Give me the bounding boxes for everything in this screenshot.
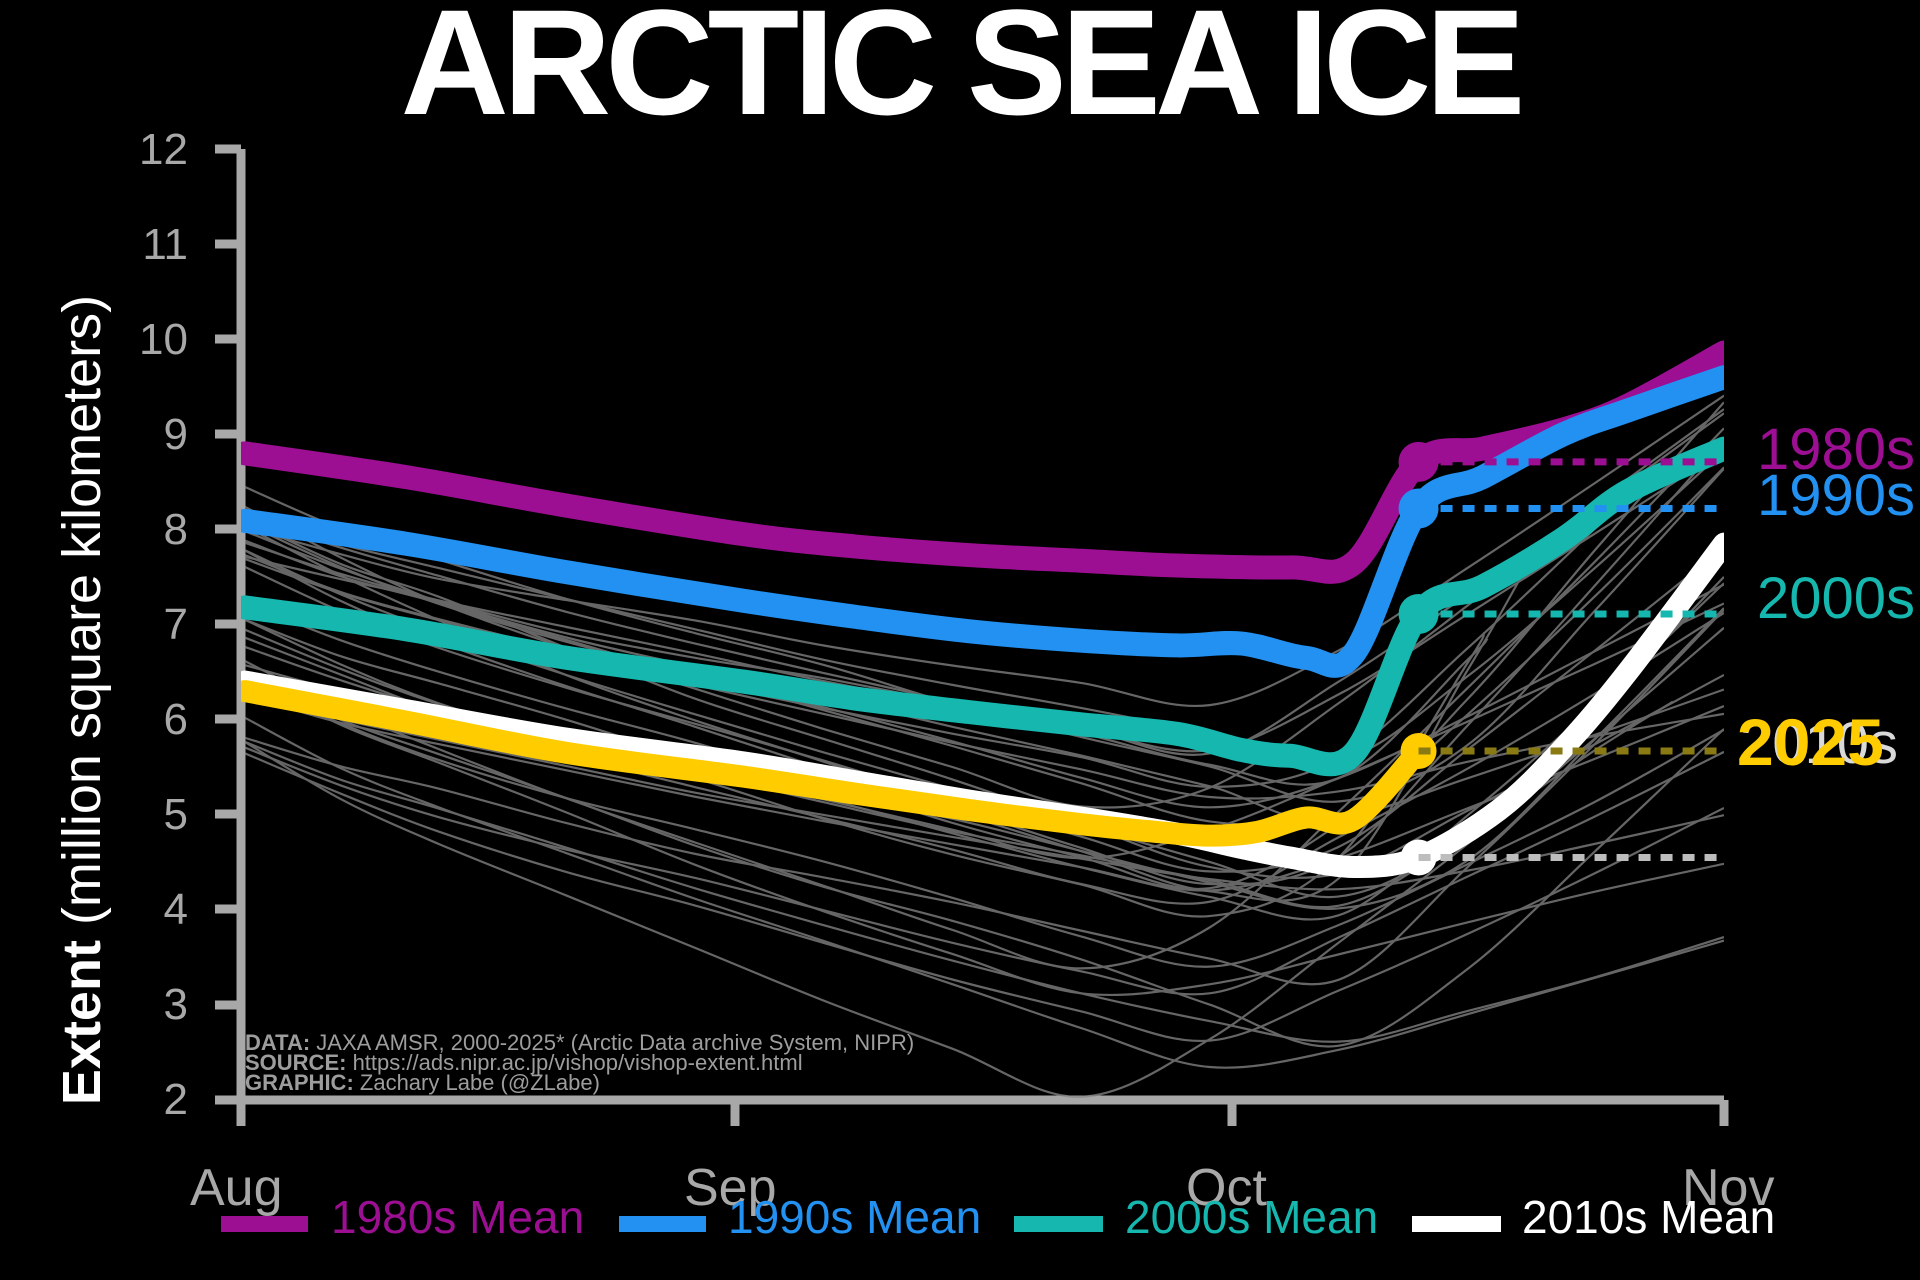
- svg-text:Extent (million square kilomet: Extent (million square kilometers): [52, 295, 112, 1105]
- svg-text:GRAPHIC: Zachary Labe (@ZLabe): GRAPHIC: Zachary Labe (@ZLabe): [245, 1070, 600, 1095]
- svg-text:Aug: Aug: [190, 1159, 283, 1217]
- svg-text:2: 2: [164, 1075, 188, 1124]
- svg-text:12: 12: [139, 125, 188, 174]
- svg-text:2000s: 2000s: [1757, 566, 1915, 631]
- svg-text:1990s Mean: 1990s Mean: [728, 1191, 981, 1243]
- svg-text:1990s: 1990s: [1757, 463, 1915, 528]
- svg-text:6: 6: [164, 695, 188, 744]
- svg-text:5: 5: [164, 790, 188, 839]
- svg-text:3: 3: [164, 980, 188, 1029]
- svg-text:11: 11: [142, 220, 188, 269]
- svg-text:2025: 2025: [1737, 705, 1884, 779]
- svg-text:10: 10: [139, 315, 188, 364]
- svg-text:1980s Mean: 1980s Mean: [331, 1191, 584, 1243]
- svg-text:7: 7: [164, 600, 188, 649]
- svg-text:9: 9: [164, 410, 188, 459]
- svg-text:8: 8: [164, 505, 188, 554]
- svg-text:2010s Mean: 2010s Mean: [1522, 1191, 1775, 1243]
- svg-text:4: 4: [164, 885, 188, 934]
- svg-text:2000s Mean: 2000s Mean: [1125, 1191, 1378, 1243]
